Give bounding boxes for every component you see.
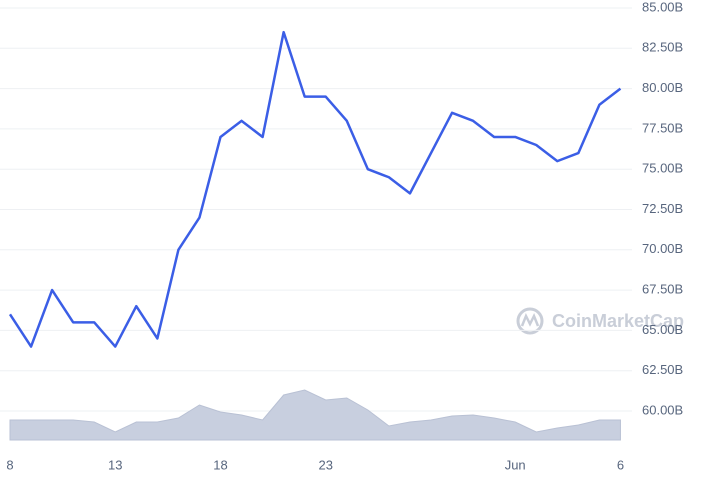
price-line	[8, 30, 622, 348]
y-tick-label: 77.50B	[642, 120, 683, 135]
y-tick-label: 60.00B	[642, 402, 683, 417]
x-tick-label: 8	[6, 457, 13, 472]
x-tick-label: 18	[213, 457, 227, 472]
watermark: CoinMarketCap	[552, 311, 684, 331]
y-tick-label: 72.50B	[642, 201, 683, 216]
y-tick-label: 65.00B	[642, 322, 683, 337]
x-tick-label: Jun	[505, 457, 526, 472]
y-tick-label: 75.00B	[642, 161, 683, 176]
y-tick-label: 70.00B	[642, 241, 683, 256]
y-tick-label: 62.50B	[642, 362, 683, 377]
y-tick-label: 67.50B	[642, 282, 683, 297]
x-tick-label: 23	[319, 457, 333, 472]
y-tick-label: 80.00B	[642, 80, 683, 95]
x-tick-label: 6	[617, 457, 624, 472]
y-tick-label: 85.00B	[642, 0, 683, 14]
y-tick-label: 82.50B	[642, 40, 683, 55]
x-tick-label: 13	[108, 457, 122, 472]
watermark-logo	[516, 307, 544, 335]
volume-area	[9, 389, 621, 441]
